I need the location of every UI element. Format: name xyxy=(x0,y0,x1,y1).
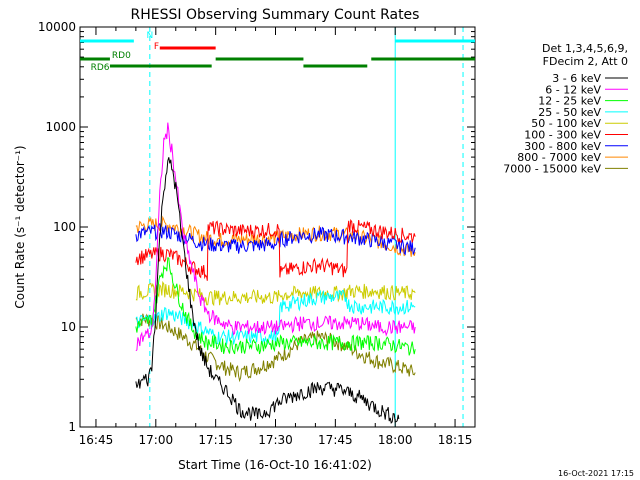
y-axis-label: Count Rate (s⁻¹ detector⁻¹) xyxy=(13,145,27,308)
x-axis-label: Start Time (16-Oct-10 16:41:02) xyxy=(178,458,372,472)
legend-label-5: 50 - 100 keV xyxy=(531,117,601,130)
x-tick-label-2: 17:00 xyxy=(139,433,174,447)
footer-timestamp: 16-Oct-2021 17:15 xyxy=(558,469,634,478)
legend-label-7: 300 - 800 keV xyxy=(524,140,601,153)
series-group xyxy=(135,122,416,424)
y-tick-label-3: 100 xyxy=(53,220,76,234)
legend-label-6: 100 - 300 keV xyxy=(524,129,601,142)
chart-title: RHESSI Observing Summary Count Rates xyxy=(131,7,420,23)
y-tick-label-2: 10 xyxy=(61,320,76,334)
x-tick-label-3: 17:15 xyxy=(198,433,233,447)
legend-label-9: 7000 - 15000 keV xyxy=(503,162,601,175)
x-tick-label-1: 16:45 xyxy=(79,433,114,447)
y-tick-label-4: 1000 xyxy=(45,120,76,134)
series-line-9 xyxy=(135,313,416,383)
x-tick-label-4: 17:30 xyxy=(258,433,293,447)
x-tick-label-6: 18:00 xyxy=(378,433,413,447)
series-line-3 xyxy=(135,257,416,356)
y-tick-label-5: 10000 xyxy=(38,20,76,34)
legend-label-8: 800 - 7000 keV xyxy=(517,151,601,164)
mode-label-rd6: RD6 xyxy=(91,63,110,73)
legend-label-1: 3 - 6 keV xyxy=(552,72,601,85)
mode-label-n: N xyxy=(146,31,153,41)
series-line-4 xyxy=(135,289,416,346)
legend-label-3: 12 - 25 keV xyxy=(538,95,601,108)
legend-header-line-1: Det 1,3,4,5,6,9, xyxy=(542,42,628,55)
legend-header-line-2: FDecim 2, Att 0 xyxy=(543,55,628,68)
x-tick-label-5: 17:45 xyxy=(318,433,353,447)
legend-label-4: 25 - 50 keV xyxy=(538,106,601,119)
mode-label-rd0: RD0 xyxy=(112,51,131,61)
legend-label-2: 6 - 12 keV xyxy=(545,83,601,96)
series-line-2 xyxy=(135,122,416,352)
y-tick-label-1: 1 xyxy=(68,420,76,434)
x-tick-label-7: 18:15 xyxy=(438,433,473,447)
mode-label-f: F xyxy=(154,42,159,52)
plot-area: 16:45 17:00 17:15 17:30 17:45 18:00 18:15 1 10 10… xyxy=(38,20,476,447)
series-line-5 xyxy=(135,280,416,307)
series-line-1 xyxy=(135,157,400,424)
series-line-6 xyxy=(135,218,416,281)
